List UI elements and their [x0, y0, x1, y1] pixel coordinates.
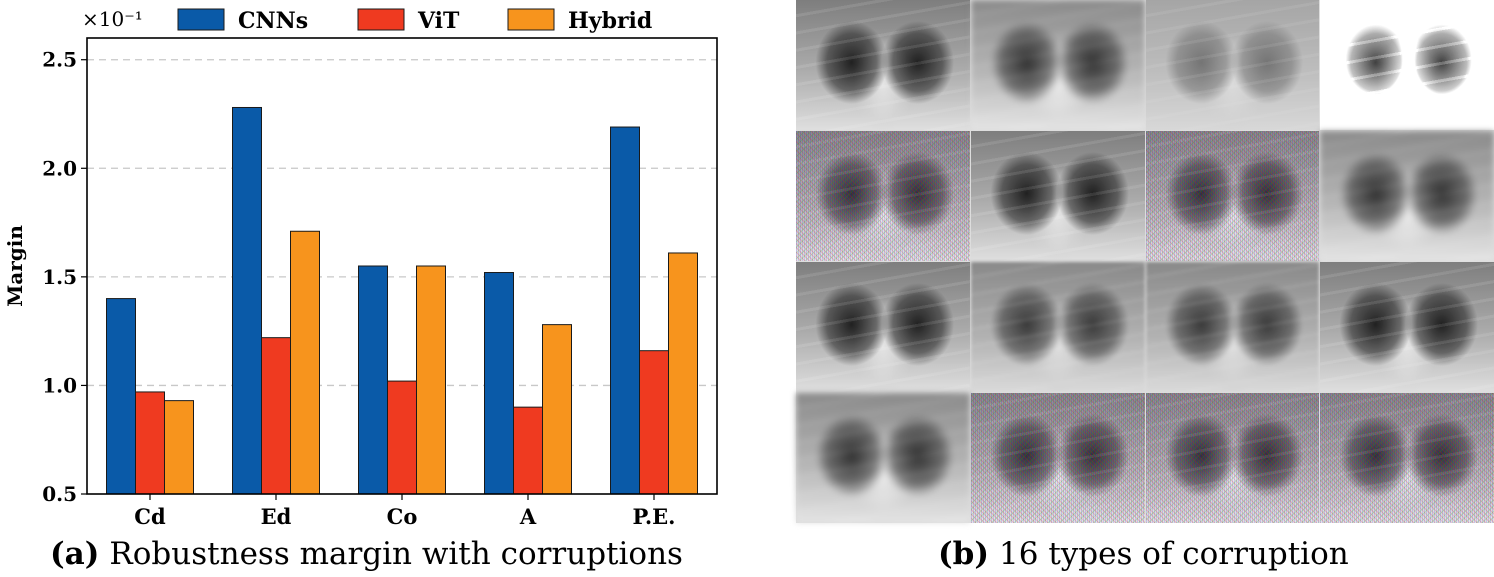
xray-tile — [1320, 131, 1494, 261]
caption-a-text: Robustness margin with corruptions — [109, 536, 683, 572]
bar-cnns-pe — [610, 126, 640, 495]
y-axis-label: Margin — [3, 225, 27, 307]
bar-cnns-cd — [106, 298, 136, 495]
y-tick-label: 0.5 — [42, 482, 77, 506]
x-tick-label: A — [519, 504, 537, 529]
xray-tile — [1320, 0, 1494, 130]
legend-swatch-vit — [357, 8, 405, 31]
legend-swatch-cnns — [177, 8, 225, 31]
x-tick-label: Co — [387, 504, 418, 529]
xray-tile — [1320, 262, 1494, 392]
scale-multiplier-label: ×10⁻¹ — [82, 7, 143, 31]
bar-hybrid-cd — [164, 400, 194, 495]
legend-swatch-hybrid — [507, 8, 555, 31]
bar-hybrid-pe — [668, 252, 698, 495]
bar-cnns-a — [484, 272, 514, 495]
xray-tile — [970, 131, 1145, 261]
xray-tile — [796, 131, 970, 261]
caption-a-label: (a) — [50, 536, 100, 572]
x-tick-label: Ed — [261, 504, 292, 529]
y-tick-label: 1.0 — [42, 373, 77, 397]
legend-label-hybrid: Hybrid — [568, 8, 652, 34]
bar-hybrid-ed — [290, 230, 320, 495]
caption-b: (b) 16 types of corruption — [938, 536, 1349, 572]
xray-tile — [1145, 262, 1320, 392]
bar-vit-pe — [639, 350, 669, 495]
xray-tile — [1145, 393, 1320, 523]
caption-b-label: (b) — [938, 536, 990, 572]
legend-label-cnns: CNNs — [238, 8, 308, 34]
y-tick-label: 1.5 — [42, 265, 77, 289]
x-tick-label: Cd — [134, 504, 166, 529]
xray-tile — [970, 393, 1145, 523]
xray-tile — [970, 0, 1145, 130]
bar-vit-ed — [261, 337, 291, 495]
legend-label-vit: ViT — [417, 8, 460, 34]
bar-vit-a — [513, 406, 543, 495]
xray-tile — [970, 262, 1145, 392]
xray-tile — [796, 393, 970, 523]
x-tick-label: P.E. — [633, 504, 676, 529]
bar-vit-cd — [135, 391, 165, 495]
xray-tile — [1320, 393, 1494, 523]
bar-hybrid-co — [416, 265, 446, 495]
bar-chart: 0.5 1.0 1.5 2.0 2.5 Cd Ed Co A P.E. Margin ×10⁻¹ CNN… — [3, 7, 718, 529]
bar-cnns-ed — [232, 106, 262, 495]
bar-vit-co — [387, 380, 417, 495]
xray-tile — [796, 0, 970, 130]
y-tick-label: 2.0 — [42, 156, 77, 180]
plot-frame — [86, 37, 718, 495]
xray-tile — [1145, 0, 1320, 130]
caption-b-text: 16 types of corruption — [999, 536, 1349, 572]
y-tick-label: 2.5 — [42, 48, 77, 72]
corruption-image-grid — [796, 0, 1494, 523]
bar-hybrid-a — [542, 324, 572, 495]
xray-tile — [1145, 131, 1320, 261]
xray-tile — [796, 262, 970, 392]
caption-a: (a) Robustness margin with corruptions — [50, 536, 683, 572]
bar-cnns-co — [358, 265, 388, 495]
